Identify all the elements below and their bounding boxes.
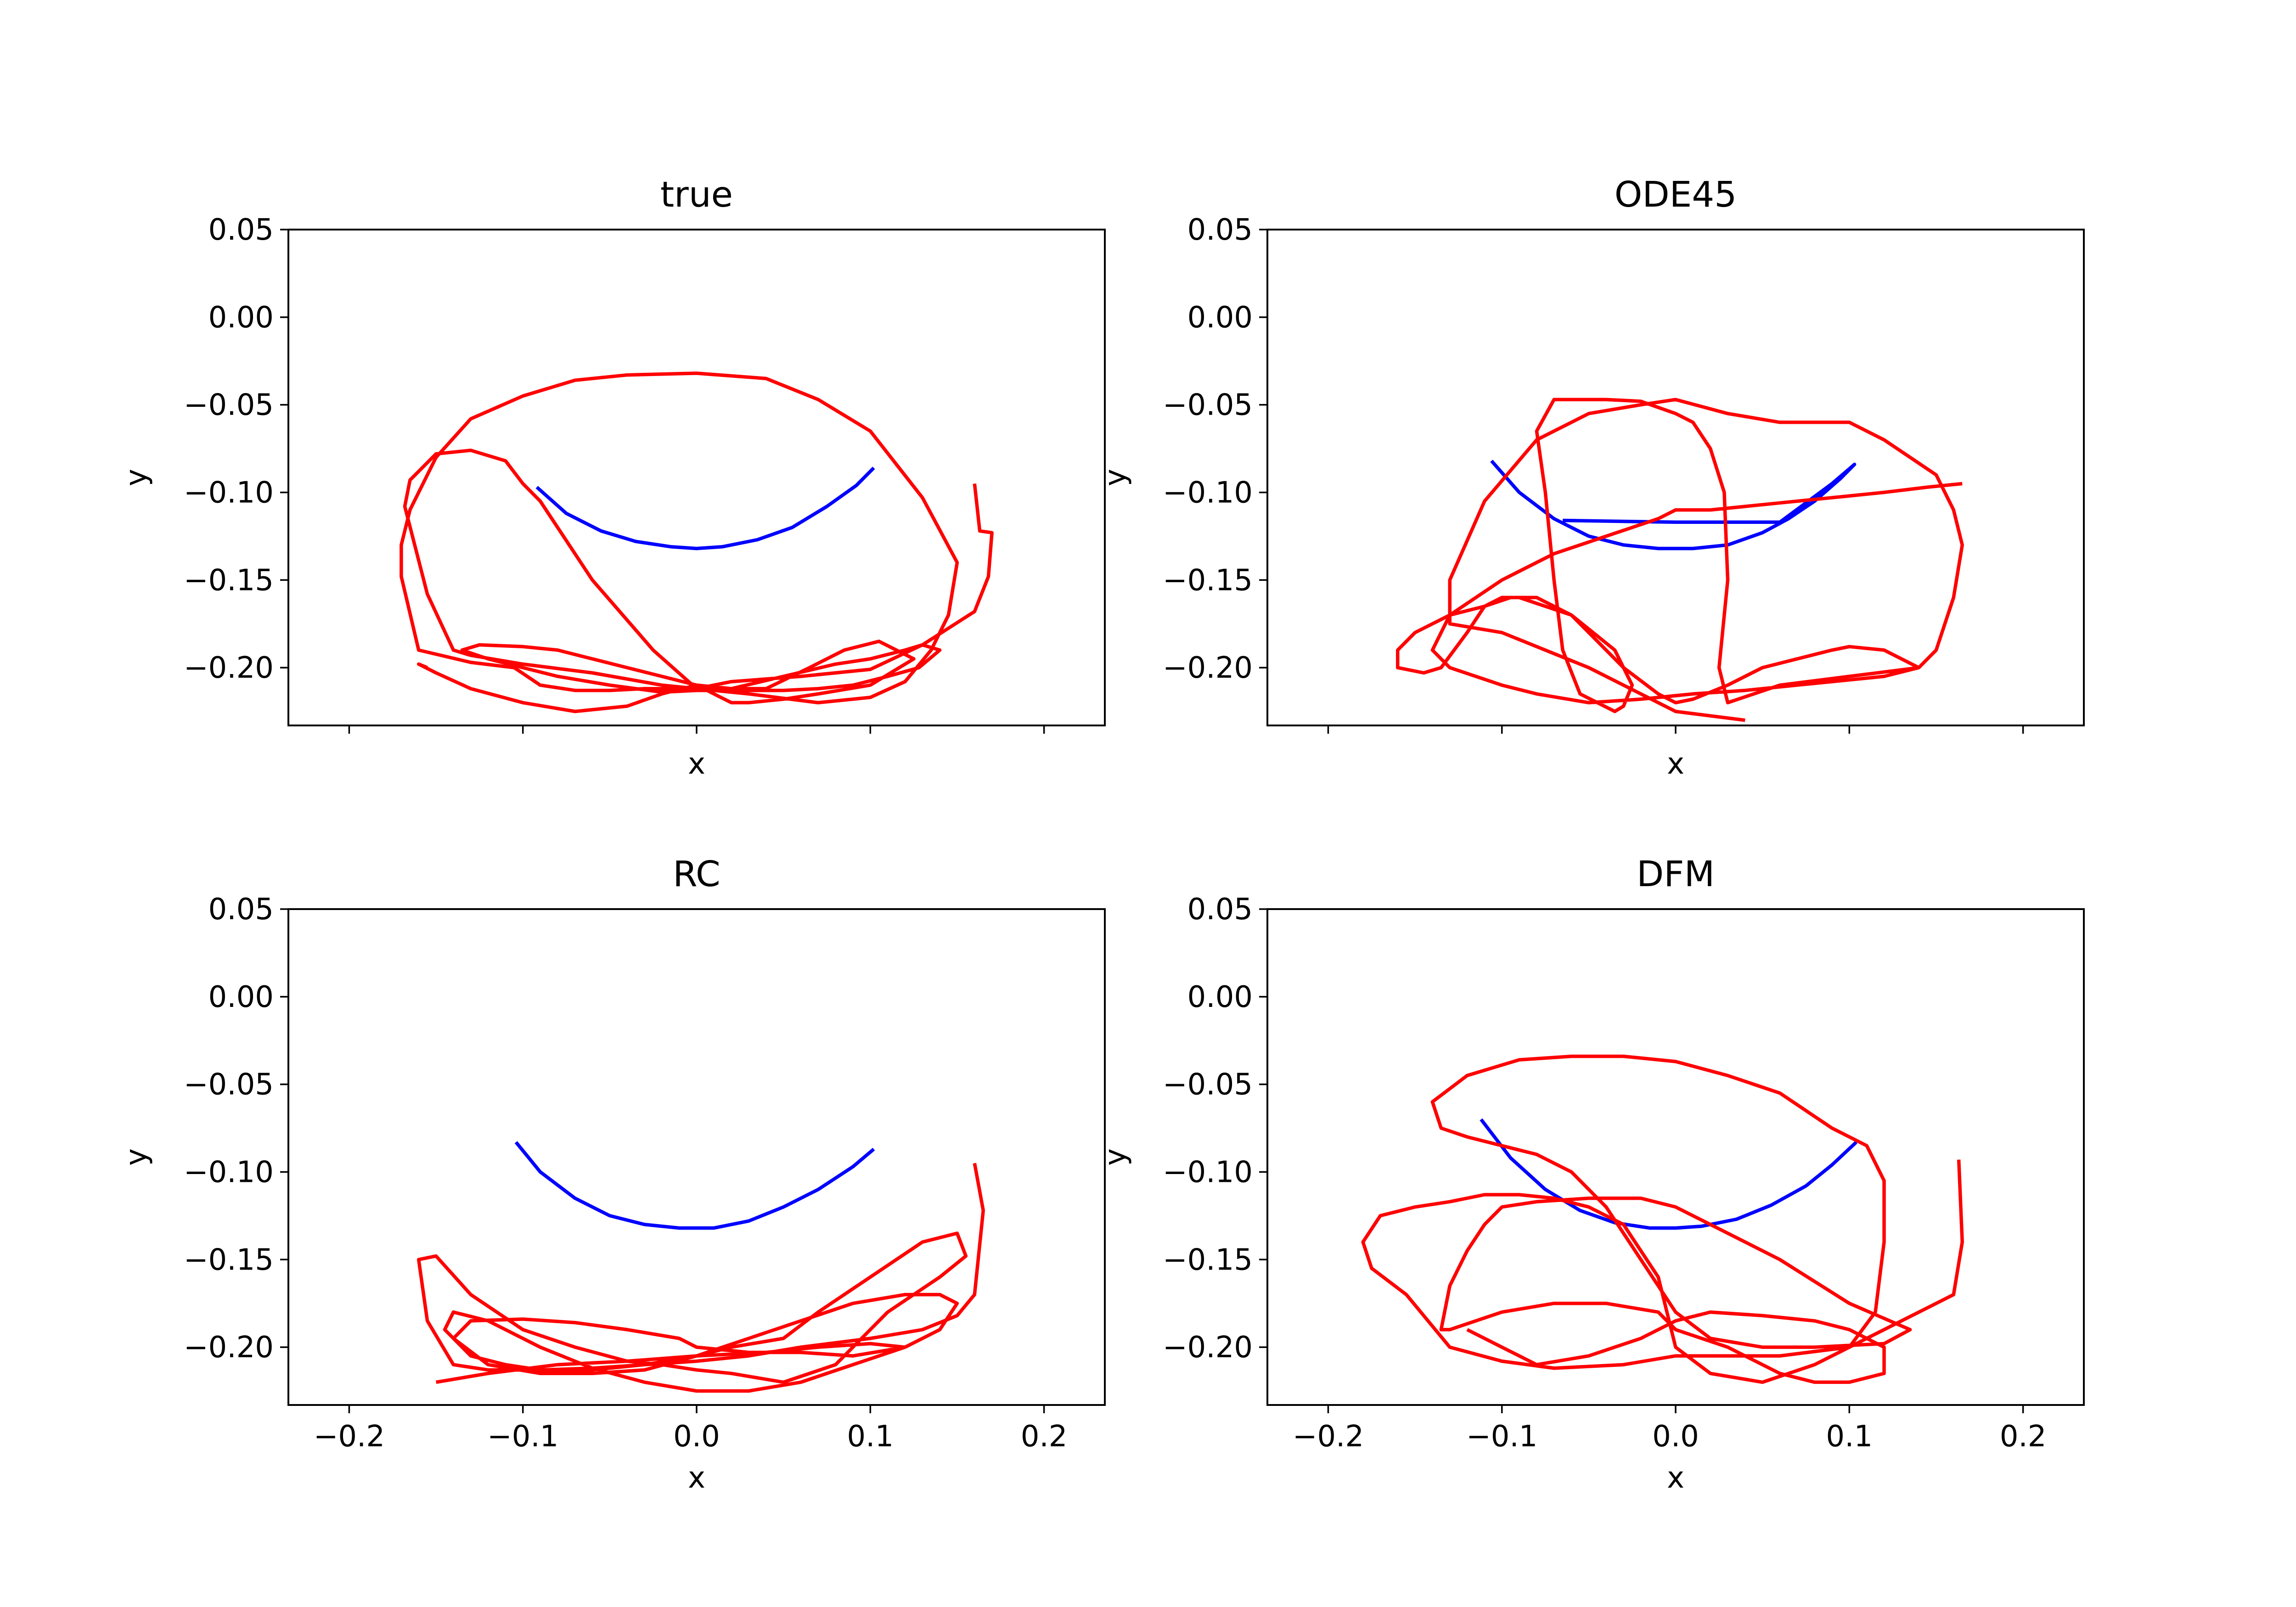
x-axis-label: x [688, 747, 705, 781]
plot-area [400, 371, 994, 714]
x-tick-label: 0.2 [2000, 1420, 2047, 1454]
y-tick-label: −0.20 [184, 1331, 274, 1365]
blue-trajectory-line [1490, 460, 1857, 551]
x-tick-label: 0.0 [1652, 1420, 1699, 1454]
y-tick-label: −0.15 [1163, 563, 1253, 597]
y-tick-label: 0.05 [1187, 213, 1253, 247]
red-trajectory-line [1396, 398, 1964, 722]
y-tick-label: −0.10 [1163, 1155, 1253, 1189]
x-axis-label: x [688, 1461, 705, 1495]
y-axis-label: y [1098, 1148, 1132, 1166]
subplot-ode45: 0.05 0.00 −0.05 −0.10 −0.15 −0.20 ODE45 x y [1098, 174, 2085, 781]
x-tick-label: −0.1 [1466, 1420, 1537, 1454]
subplot-title: true [660, 174, 733, 215]
y-tick-label: −0.05 [1163, 388, 1253, 422]
x-axis-label: x [1667, 747, 1684, 781]
y-tick-label: 0.05 [1187, 893, 1253, 927]
y-tick-label: −0.10 [184, 1155, 274, 1189]
red-trajectory-line [416, 1163, 985, 1393]
plot-area [416, 1141, 985, 1393]
y-tick-label: −0.20 [1163, 651, 1253, 685]
red-trajectory-line [400, 371, 994, 714]
y-tick-label: −0.15 [1163, 1243, 1253, 1277]
y-tick-label: 0.05 [208, 893, 274, 927]
y-tick-label: −0.15 [184, 1243, 274, 1277]
subplot-title: ODE45 [1615, 174, 1737, 215]
x-tick-label: 0.1 [1826, 1420, 1873, 1454]
plot-area [1361, 1054, 1964, 1384]
blue-trajectory-line [1480, 1118, 1857, 1230]
y-tick-label: −0.05 [184, 388, 274, 422]
subplot-rc: −0.2 −0.1 0.0 0.1 0.2 0.05 0.00 −0.05 −0.10 −0.15… [119, 854, 1106, 1495]
subplot-title: DFM [1637, 854, 1715, 895]
y-axis-label: y [119, 1148, 153, 1166]
x-axis-label: x [1667, 1461, 1684, 1495]
y-tick-label: −0.20 [1163, 1331, 1253, 1365]
blue-trajectory-line [535, 466, 875, 551]
x-tick-label: −0.1 [487, 1420, 558, 1454]
y-tick-label: −0.10 [184, 476, 274, 510]
y-tick-label: −0.15 [184, 563, 274, 597]
y-tick-label: −0.10 [1163, 476, 1253, 510]
x-tick-label: 0.2 [1021, 1420, 1068, 1454]
y-tick-label: 0.00 [1187, 980, 1253, 1014]
subplot-dfm: −0.2 −0.1 0.0 0.1 0.2 0.05 0.00 −0.05 −0.10 −0.15… [1098, 854, 2085, 1495]
y-tick-label: −0.05 [1163, 1068, 1253, 1102]
x-tick-label: −0.2 [314, 1420, 385, 1454]
x-tick-label: 0.1 [847, 1420, 894, 1454]
subplot-title: RC [673, 854, 720, 895]
y-axis-label: y [119, 469, 153, 486]
y-tick-label: 0.00 [208, 301, 274, 335]
y-tick-label: 0.00 [1187, 301, 1253, 335]
plot-area [1396, 398, 1964, 722]
y-tick-label: 0.05 [208, 213, 274, 247]
x-tick-label: 0.0 [673, 1420, 720, 1454]
y-tick-label: −0.05 [184, 1068, 274, 1102]
x-tick-label: −0.2 [1293, 1420, 1364, 1454]
red-trajectory-line [1361, 1054, 1964, 1384]
y-axis-label: y [1098, 469, 1132, 486]
subplot-true: 0.05 0.00 −0.05 −0.10 −0.15 −0.20 true x y [119, 174, 1106, 781]
y-tick-label: −0.20 [184, 651, 274, 685]
blue-trajectory-line [514, 1141, 875, 1230]
y-tick-label: 0.00 [208, 980, 274, 1014]
